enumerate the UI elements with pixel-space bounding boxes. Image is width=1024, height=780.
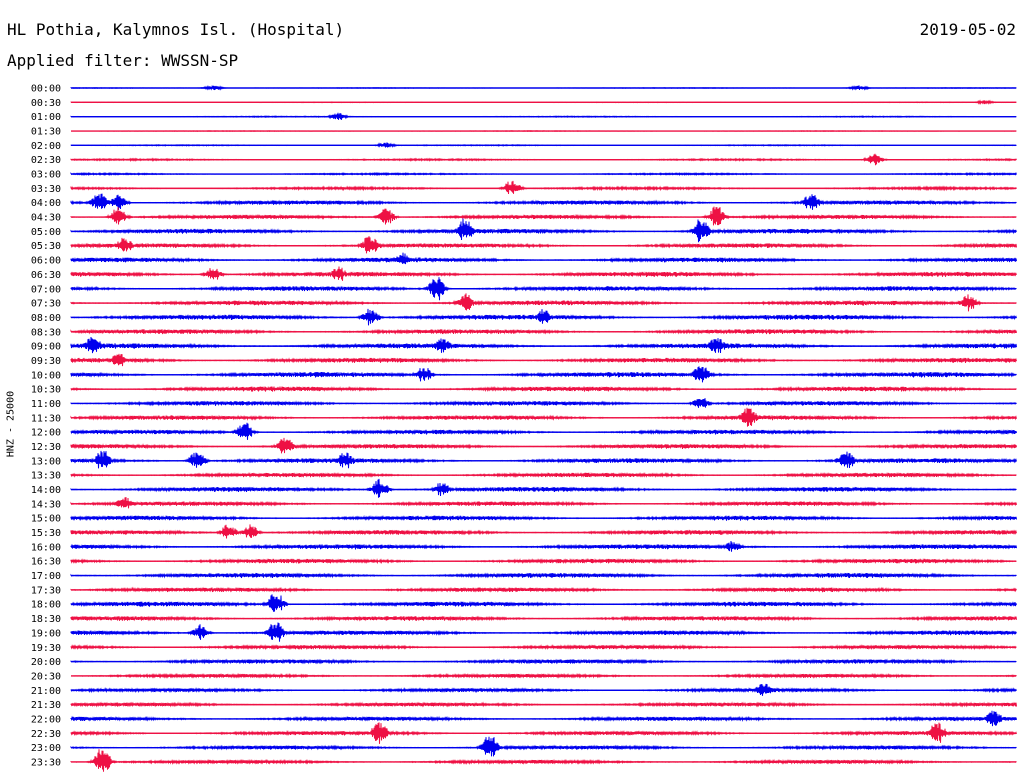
time-label: 19:30 <box>31 643 61 654</box>
time-label: 06:30 <box>31 270 61 281</box>
time-label: 19:00 <box>31 628 61 639</box>
trace-1230 <box>70 437 1017 454</box>
time-label: 14:30 <box>31 499 61 510</box>
time-label: 03:30 <box>31 184 61 195</box>
trace-0600 <box>70 252 1017 265</box>
time-label: 12:30 <box>31 442 61 453</box>
time-label: 10:00 <box>31 370 61 381</box>
time-label: 17:00 <box>31 571 61 582</box>
time-label: 02:30 <box>31 155 61 166</box>
trace-0330 <box>70 180 1017 195</box>
time-label: 20:30 <box>31 671 61 682</box>
trace-1300 <box>70 450 1017 469</box>
time-label: 14:00 <box>31 485 61 496</box>
trace-1530 <box>70 524 1017 539</box>
time-label: 04:00 <box>31 198 61 209</box>
station-title: HL Pothia, Kalymnos Isl. (Hospital) <box>7 20 345 39</box>
time-label: 15:00 <box>31 514 61 525</box>
time-label: 21:30 <box>31 700 61 711</box>
trace-group <box>70 85 1017 772</box>
time-label: 08:00 <box>31 313 61 324</box>
trace-1400 <box>70 478 1017 498</box>
trace-0530 <box>70 236 1017 254</box>
time-label: 00:00 <box>31 84 61 95</box>
trace-2300 <box>70 736 1017 757</box>
time-label: 11:00 <box>31 399 61 410</box>
time-label-group: 00:00 00:30 01:00 01:30 02:00 02:30 03:00 03:30… <box>31 84 61 769</box>
time-label: 08:30 <box>31 327 61 338</box>
trace-0900 <box>70 336 1017 354</box>
filter-label: Applied filter: WWSSN-SP <box>7 51 239 70</box>
time-label: 04:30 <box>31 213 61 224</box>
time-label: 18:00 <box>31 600 61 611</box>
time-label: 06:00 <box>31 256 61 267</box>
trace-1800 <box>70 594 1017 612</box>
time-label: 00:30 <box>31 98 61 109</box>
trace-1200 <box>70 422 1017 440</box>
time-label: 18:30 <box>31 614 61 625</box>
time-label: 07:30 <box>31 299 61 310</box>
time-label: 07:00 <box>31 284 61 295</box>
time-label: 22:00 <box>31 714 61 725</box>
trace-1900 <box>70 622 1017 642</box>
time-label: 02:00 <box>31 141 61 152</box>
trace-0400 <box>70 193 1017 210</box>
time-label: 16:30 <box>31 557 61 568</box>
trace-1430 <box>70 497 1017 509</box>
time-label: 23:30 <box>31 757 61 768</box>
trace-0500 <box>70 218 1017 243</box>
time-label: 23:00 <box>31 743 61 754</box>
time-label: 05:00 <box>31 227 61 238</box>
time-label: 09:00 <box>31 342 61 353</box>
time-label: 01:00 <box>31 112 61 123</box>
time-label: 13:00 <box>31 456 61 467</box>
trace-0430 <box>70 206 1017 226</box>
time-label: 03:00 <box>31 170 61 181</box>
time-label: 21:00 <box>31 686 61 697</box>
time-label: 20:00 <box>31 657 61 668</box>
time-label: 15:30 <box>31 528 61 539</box>
date-label: 2019-05-02 <box>919 20 1016 39</box>
time-label: 10:30 <box>31 385 61 396</box>
time-label: 11:30 <box>31 413 61 424</box>
time-label: 16:00 <box>31 542 61 553</box>
trace-2330 <box>70 749 1017 772</box>
time-label: 01:30 <box>31 127 61 138</box>
time-label: 12:00 <box>31 428 61 439</box>
time-label: 17:30 <box>31 585 61 596</box>
trace-0630 <box>70 266 1017 281</box>
time-label: 09:30 <box>31 356 61 367</box>
time-label: 13:30 <box>31 471 61 482</box>
time-label: 05:30 <box>31 241 61 252</box>
time-label: 22:30 <box>31 729 61 740</box>
